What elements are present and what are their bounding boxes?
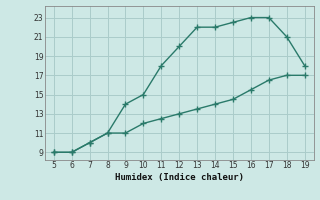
X-axis label: Humidex (Indice chaleur): Humidex (Indice chaleur) (115, 173, 244, 182)
